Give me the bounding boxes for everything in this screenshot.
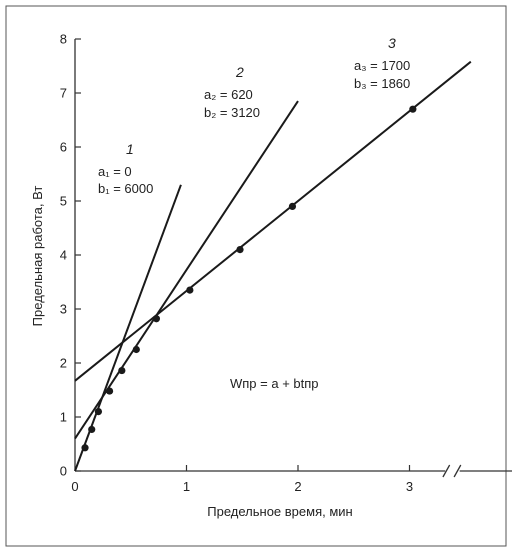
series-1-a-label: a₁ = 0 [98, 164, 132, 179]
series-3-number: 3 [388, 35, 396, 51]
y-tick-label: 7 [60, 86, 67, 101]
series-3-point [152, 315, 160, 323]
series-3-point [288, 202, 297, 210]
x-axis-break-mark [453, 464, 462, 478]
series-3-point [409, 105, 417, 113]
series-3-point [236, 246, 244, 254]
x-tick-label: 3 [406, 479, 413, 494]
y-tick-label: 0 [60, 464, 67, 479]
x-tick-label: 1 [183, 479, 190, 494]
x-tick-label: 2 [294, 479, 301, 494]
series-3-point [118, 366, 126, 375]
axes: 01234567801234 [60, 32, 512, 494]
series-2-a-label: a₂ = 620 [204, 87, 253, 102]
series-1-number: 1 [126, 141, 134, 157]
series-1-line [74, 184, 182, 472]
series-3-b-label: b₃ = 1860 [354, 76, 410, 91]
series-3-point [88, 425, 96, 434]
series-3-point [105, 387, 114, 395]
y-tick-label: 6 [60, 140, 67, 155]
series-points [81, 105, 417, 452]
series-lines [74, 60, 472, 472]
series-3-point [132, 345, 140, 354]
y-tick-label: 5 [60, 194, 67, 209]
series-3-point [81, 444, 89, 452]
series-2-number: 2 [235, 64, 244, 80]
series-1-b-label: b₁ = 6000 [98, 181, 153, 196]
series-2-b-label: b₂ = 3120 [204, 105, 260, 120]
figure-border [5, 5, 507, 547]
y-tick-label: 2 [60, 356, 67, 371]
y-tick-label: 8 [60, 32, 67, 47]
x-axis-label: Предельное время, мин [207, 504, 352, 519]
series-3-line [74, 60, 472, 382]
y-tick-label: 3 [60, 302, 67, 317]
x-axis-break-mark [442, 464, 451, 478]
series-3-point [94, 408, 103, 416]
series-3-a-label: a₃ = 1700 [354, 58, 410, 73]
series-2-line [74, 100, 299, 440]
y-tick-label: 4 [60, 248, 67, 263]
y-tick-label: 1 [60, 410, 67, 425]
series-3-point [186, 286, 194, 294]
formula-label: Wпр = a + btпр [230, 376, 319, 391]
y-axis-label: Предельная работа, Вт [30, 186, 45, 327]
x-tick-label: 0 [71, 479, 78, 494]
